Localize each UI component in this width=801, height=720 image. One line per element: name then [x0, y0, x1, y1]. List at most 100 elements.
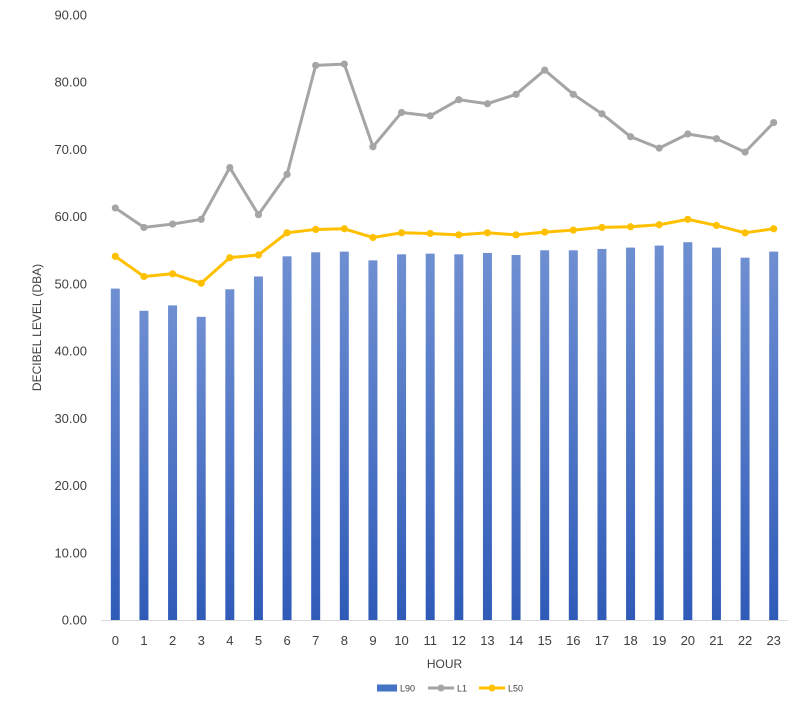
l50-point	[598, 223, 606, 232]
l1-legend-label: L1	[457, 683, 467, 693]
l1-point	[397, 108, 406, 117]
l90-bar	[168, 305, 178, 620]
l1-point	[712, 135, 721, 143]
l90-bar	[482, 252, 492, 620]
l90-bar	[540, 250, 550, 620]
l50-point	[655, 221, 663, 229]
l1-point	[168, 220, 177, 228]
l90-bar	[339, 251, 349, 620]
l90-legend-swatch	[377, 684, 397, 692]
l50-point	[397, 229, 406, 237]
x-tick-label: 14	[509, 633, 523, 648]
l90-bar	[654, 245, 664, 621]
l50-point	[770, 225, 778, 233]
l90-bar	[568, 250, 578, 620]
l1-point	[197, 215, 205, 223]
x-tick-label: 22	[738, 633, 752, 648]
line-series	[111, 60, 778, 287]
l1-point	[541, 66, 549, 74]
l90-bar	[769, 251, 779, 620]
l90-bar	[225, 289, 235, 620]
x-tick-label: 9	[369, 633, 376, 648]
l90-bar	[196, 316, 206, 620]
l90-bar	[253, 276, 263, 620]
l1-point	[369, 143, 377, 151]
x-tick-label: 0	[112, 633, 119, 648]
l90-bar	[368, 260, 378, 620]
l1-point	[512, 90, 520, 98]
l50-point	[340, 225, 348, 233]
l1-point	[684, 130, 692, 138]
l90-bar	[425, 253, 435, 620]
l1-legend-marker	[437, 684, 445, 692]
x-tick-label: 10	[394, 633, 408, 648]
l90-bar	[454, 254, 464, 621]
x-tick-label: 19	[652, 633, 666, 648]
x-tick-label: 5	[255, 633, 262, 648]
l90-bar	[711, 247, 721, 621]
l50-point	[226, 254, 234, 262]
l50-point	[712, 221, 721, 230]
y-tick-label: 90.00	[54, 8, 87, 23]
y-tick-label: 10.00	[54, 545, 87, 560]
x-tick-label: 12	[452, 633, 466, 648]
l1-point	[312, 61, 320, 70]
x-tick-label: 17	[595, 633, 609, 648]
y-tick-label: 20.00	[54, 478, 87, 493]
l90-bar	[597, 248, 607, 620]
x-tick-label: 11	[423, 633, 437, 648]
l50-point	[483, 229, 492, 237]
l1-line	[114, 62, 775, 229]
y-axis-title: DECIBEL LEVEL (DBA)	[30, 264, 44, 391]
l90-bar	[139, 310, 149, 620]
x-tick-label: 13	[480, 633, 494, 648]
x-tick-label: 2	[169, 633, 176, 648]
l1-point	[455, 96, 463, 104]
l90-bar	[626, 247, 636, 621]
l1-point	[598, 110, 606, 118]
y-tick-label: 70.00	[54, 142, 87, 157]
x-tick-label: 8	[341, 633, 348, 648]
x-tick-label: 4	[226, 633, 233, 648]
y-tick-label: 0.00	[62, 613, 87, 628]
l50-point	[168, 270, 177, 278]
l1-point	[741, 148, 749, 156]
x-tick-label: 6	[283, 633, 290, 648]
l90-bar	[110, 288, 120, 620]
x-tick-label: 18	[623, 633, 637, 648]
y-tick-label: 30.00	[54, 411, 87, 426]
l1-point	[140, 223, 148, 232]
x-axis-title: HOUR	[427, 657, 463, 671]
x-tick-label: 1	[140, 633, 147, 648]
l90-bar	[397, 254, 407, 621]
l1-point	[340, 60, 348, 68]
l90-bar	[683, 242, 693, 620]
l50-point	[569, 226, 577, 234]
y-tick-label: 40.00	[54, 344, 87, 359]
x-tick-label: 23	[766, 633, 780, 648]
l50-point	[283, 229, 291, 237]
legend: L90 L1 L50	[377, 683, 523, 693]
l50-line	[114, 217, 774, 285]
l50-point	[140, 272, 148, 281]
l90-legend-label: L90	[400, 683, 415, 693]
l90-bar	[311, 252, 321, 621]
l1-point	[483, 100, 492, 108]
l1-point	[626, 133, 635, 141]
l50-point	[254, 251, 263, 259]
l50-point	[197, 279, 205, 287]
y-axis-ticks: 0.00 10.00 20.00 30.00 40.00 50.00 60.00 70.00 8…	[54, 8, 87, 628]
l50-point	[111, 252, 119, 260]
l90-bar	[511, 254, 521, 620]
l1-point	[226, 163, 234, 172]
l50-point	[426, 229, 434, 238]
x-tick-label: 3	[198, 633, 205, 648]
l1-point	[655, 144, 663, 152]
l90-bars	[110, 242, 779, 621]
l50-point	[312, 225, 320, 234]
l50-point	[512, 231, 520, 239]
l90-bar	[282, 256, 292, 620]
l1-point	[283, 170, 291, 178]
x-tick-label: 21	[709, 633, 723, 648]
y-tick-label: 80.00	[54, 75, 87, 90]
